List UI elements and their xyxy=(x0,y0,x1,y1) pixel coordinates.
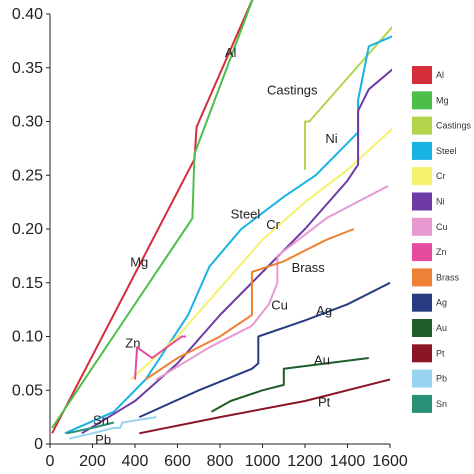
annotation-mg: Mg xyxy=(130,255,148,270)
y-tick-label: 0.35 xyxy=(12,60,43,77)
x-tick-label: 0 xyxy=(46,453,55,470)
legend-label-pt: Pt xyxy=(436,348,445,358)
legend-swatch-pt xyxy=(412,344,432,363)
x-tick-label: 600 xyxy=(164,453,191,470)
series-line-ag xyxy=(138,281,391,419)
y-tick-label: 0.10 xyxy=(12,329,43,346)
legend-swatch-au xyxy=(412,319,432,337)
y-tick-label: 0 xyxy=(34,436,43,453)
legend-swatch-pb xyxy=(412,369,432,388)
x-tick-label: 1200 xyxy=(287,453,323,470)
legend: Al Mg Castings Steel Cr Ni Cu Zn Brass Ag Au Pt Pb Sn xyxy=(412,66,472,413)
annotation-cr: Cr xyxy=(266,217,280,232)
series-line-steel xyxy=(64,35,392,435)
x-tick-label: 400 xyxy=(122,453,149,470)
series-line-cu xyxy=(155,185,389,381)
y-tick-label: 0.20 xyxy=(12,221,43,238)
annotation-sn: Sn xyxy=(93,413,109,428)
legend-label-cu: Cu xyxy=(436,222,448,232)
legend-label-au: Au xyxy=(436,323,447,333)
series-line-pt xyxy=(139,378,391,435)
annotation-ag: Ag xyxy=(316,303,332,318)
x-tick-label: 200 xyxy=(79,453,106,470)
x-tick-label: 1000 xyxy=(245,453,281,470)
legend-swatch-brass xyxy=(412,268,432,287)
legend-label-zn: Zn xyxy=(436,247,447,257)
series-line-al xyxy=(51,0,254,434)
annotation-zn: Zn xyxy=(125,335,140,350)
annotation-au: Au xyxy=(314,352,330,367)
series-line-mg xyxy=(51,0,254,429)
legend-label-castings: Castings xyxy=(436,121,472,131)
series-line-pb xyxy=(68,416,157,440)
series-line-sn xyxy=(66,421,115,435)
axes: 0 0.05 0.10 0.15 0.20 0.25 0.30 0.35 0.40 0 200 400… xyxy=(12,6,408,470)
legend-swatch-castings xyxy=(412,116,432,135)
y-tick-label: 0.05 xyxy=(12,382,43,399)
legend-label-mg: Mg xyxy=(436,95,449,105)
annotation-pb: Pb xyxy=(95,432,111,447)
legend-swatch-cr xyxy=(412,167,432,186)
x-tick-label: 800 xyxy=(207,453,234,470)
legend-label-brass: Brass xyxy=(436,272,460,282)
legend-label-sn: Sn xyxy=(436,399,447,409)
y-tick-label: 0.15 xyxy=(12,275,43,292)
series-annotations: Al Mg Castings Ni Steel Cr Brass Zn Cu Ag Au Sn Pt Pb xyxy=(93,45,338,447)
legend-label-ni: Ni xyxy=(436,197,445,207)
legend-label-cr: Cr xyxy=(436,171,446,181)
x-tick-label: 1600 xyxy=(372,453,408,470)
series-line-cr xyxy=(130,127,392,381)
legend-swatch-ag xyxy=(412,293,432,312)
series-line-castings xyxy=(304,25,392,170)
annotation-castings: Castings xyxy=(267,83,318,98)
legend-swatch-al xyxy=(412,66,432,84)
series-line-au xyxy=(211,357,369,413)
legend-swatch-steel xyxy=(412,141,432,160)
annotation-pt: Pt xyxy=(318,394,331,409)
legend-swatch-ni xyxy=(412,192,432,211)
legend-swatch-sn xyxy=(412,394,432,413)
y-tick-label: 0.30 xyxy=(12,114,43,131)
legend-label-al: Al xyxy=(436,70,444,80)
annotation-brass: Brass xyxy=(292,260,326,275)
y-tick-label: 0.25 xyxy=(12,167,43,184)
series-line-brass xyxy=(145,228,355,381)
x-tick-label: 1400 xyxy=(330,453,366,470)
legend-swatch-zn xyxy=(412,243,432,262)
plot-area xyxy=(51,0,392,440)
y-tick-label: 0.40 xyxy=(12,6,43,23)
legend-label-pb: Pb xyxy=(436,374,447,384)
series-line-zn xyxy=(134,335,186,380)
annotation-steel: Steel xyxy=(231,206,261,221)
legend-label-steel: Steel xyxy=(436,146,457,156)
annotation-al: Al xyxy=(225,45,237,60)
annotation-cu: Cu xyxy=(271,298,288,313)
legend-swatch-cu xyxy=(412,217,432,236)
legend-label-ag: Ag xyxy=(436,298,447,308)
legend-swatch-mg xyxy=(412,91,432,110)
annotation-ni: Ni xyxy=(325,131,337,146)
series-line-ni xyxy=(81,68,392,435)
